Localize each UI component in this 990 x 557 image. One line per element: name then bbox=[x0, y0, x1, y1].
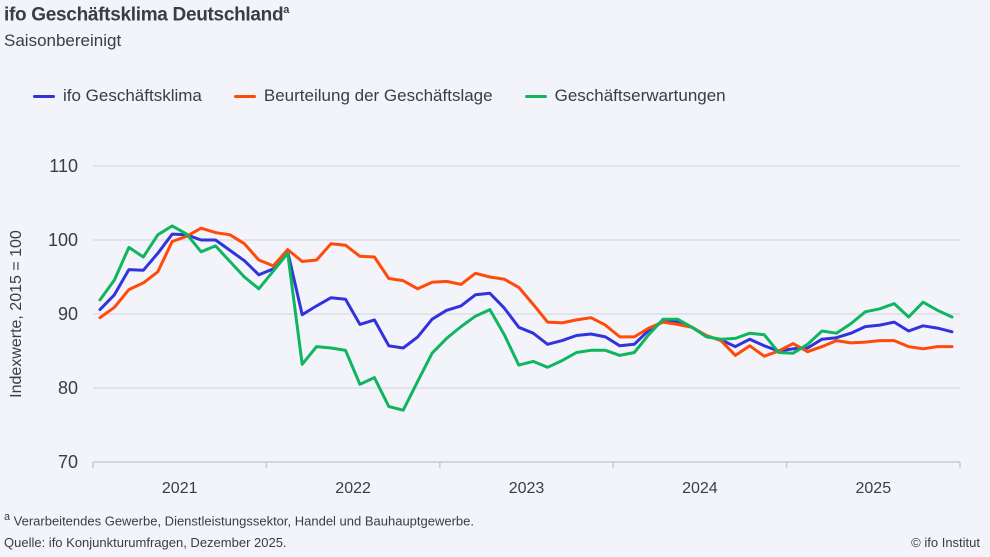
legend-item-geschaeftslage: Beurteilung der Geschäftslage bbox=[233, 86, 493, 106]
x-tick-label: 2022 bbox=[335, 480, 371, 497]
chart-title: ifo Geschäftsklima Deutschlanda bbox=[4, 4, 289, 26]
footnote-text: Verarbeitendes Gewerbe, Dienstleistungss… bbox=[10, 513, 474, 529]
x-tick-label: 2021 bbox=[162, 480, 198, 497]
copyright: © ifo Institut bbox=[911, 535, 980, 550]
footnote-marker: a bbox=[4, 511, 11, 523]
chart-subtitle: Saisonbereinigt bbox=[4, 31, 122, 50]
legend-swatch bbox=[233, 94, 256, 98]
legend-label: Beurteilung der Geschäftslage bbox=[263, 86, 493, 105]
y-axis-label: Indexwerte, 2015 = 100 bbox=[8, 230, 25, 398]
series-line-geschaeftsklima bbox=[98, 232, 954, 353]
chart-title-text: ifo Geschäftsklima Deutschland bbox=[4, 4, 284, 26]
legend-item-geschaeftsklima: ifo Geschäftsklima bbox=[33, 86, 202, 106]
footnote-marker: a bbox=[283, 4, 290, 16]
legend-item-geschaeftserwartungen: Geschäftserwartungen bbox=[524, 86, 726, 106]
y-tick-label: 80 bbox=[58, 378, 78, 398]
y-tick-label: 70 bbox=[58, 452, 78, 472]
x-tick-label: 2025 bbox=[856, 480, 892, 497]
footnote: a Verarbeitendes Gewerbe, Dienstleistung… bbox=[4, 511, 474, 528]
x-tick-label: 2023 bbox=[509, 480, 545, 497]
source-note: Quelle: ifo Konjunkturumfragen, Dezember… bbox=[4, 535, 287, 550]
series-line-geschaeftslage bbox=[98, 226, 954, 358]
y-tick-label: 100 bbox=[48, 230, 78, 250]
series-line-geschaeftserwartungen bbox=[98, 224, 954, 412]
legend: ifo Geschäftsklima Beurteilung der Gesch… bbox=[33, 86, 726, 106]
x-tick-label: 2024 bbox=[682, 480, 718, 497]
y-tick-label: 110 bbox=[49, 156, 78, 176]
legend-swatch bbox=[524, 94, 547, 98]
legend-label: Geschäftserwartungen bbox=[554, 86, 726, 105]
y-tick-label: 90 bbox=[58, 304, 78, 324]
legend-swatch bbox=[33, 94, 55, 98]
legend-label: ifo Geschäftsklima bbox=[63, 86, 202, 105]
